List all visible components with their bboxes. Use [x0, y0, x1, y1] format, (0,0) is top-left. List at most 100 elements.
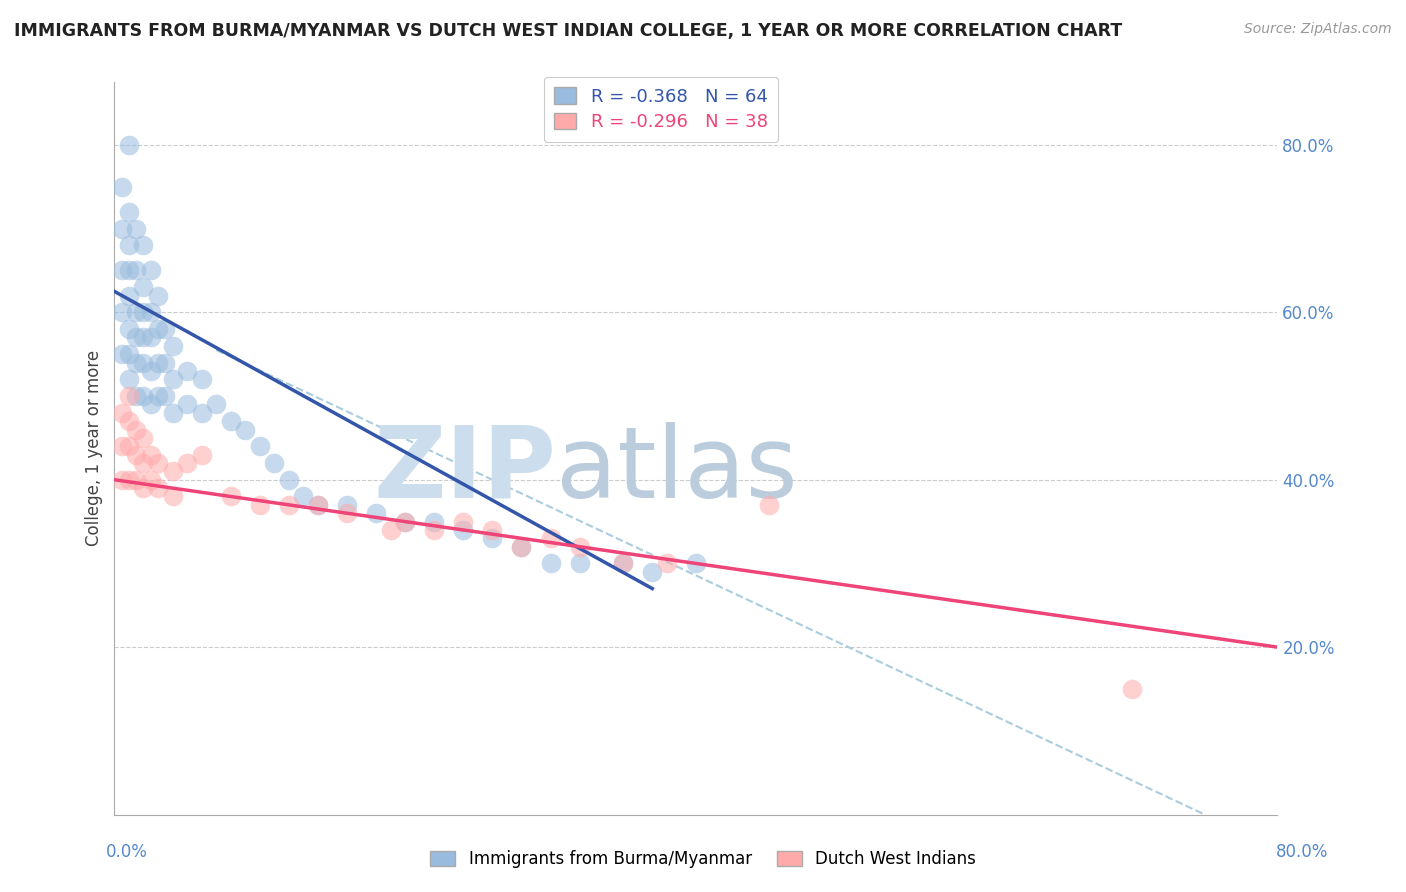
Point [364, 506, 387, 520]
Point [111, 179, 134, 194]
Point [423, 515, 446, 529]
Point [118, 372, 141, 386]
Point [111, 473, 134, 487]
Point [277, 498, 299, 512]
Point [612, 557, 634, 571]
Point [118, 137, 141, 152]
Point [336, 506, 359, 520]
Point [292, 490, 315, 504]
Text: IMMIGRANTS FROM BURMA/MYANMAR VS DUTCH WEST INDIAN COLLEGE, 1 YEAR OR MORE CORRE: IMMIGRANTS FROM BURMA/MYANMAR VS DUTCH W… [14, 22, 1122, 40]
Point [162, 406, 184, 420]
Point [132, 330, 155, 344]
Point [233, 423, 256, 437]
Point [146, 355, 169, 369]
Point [132, 431, 155, 445]
Point [162, 464, 184, 478]
Point [139, 330, 162, 344]
Point [118, 414, 141, 428]
Point [125, 355, 148, 369]
Point [132, 355, 155, 369]
Point [132, 280, 155, 294]
Point [568, 557, 591, 571]
Point [111, 263, 134, 277]
Point [146, 322, 169, 336]
Point [190, 406, 212, 420]
Point [118, 288, 141, 302]
Point [118, 347, 141, 361]
Text: Source: ZipAtlas.com: Source: ZipAtlas.com [1244, 22, 1392, 37]
Point [162, 372, 184, 386]
Point [249, 439, 271, 453]
Point [139, 473, 162, 487]
Point [685, 557, 707, 571]
Point [540, 532, 562, 546]
Point [125, 389, 148, 403]
Point [132, 305, 155, 319]
Point [758, 498, 780, 512]
Point [219, 414, 242, 428]
Point [125, 448, 148, 462]
Text: ZIP: ZIP [374, 422, 557, 519]
Legend: R = -0.368   N = 64, R = -0.296   N = 38: R = -0.368 N = 64, R = -0.296 N = 38 [544, 77, 779, 142]
Point [118, 238, 141, 252]
Point [277, 473, 299, 487]
Point [132, 481, 155, 495]
Point [176, 364, 198, 378]
Point [155, 355, 177, 369]
Point [205, 397, 228, 411]
Point [118, 439, 141, 453]
Point [155, 322, 177, 336]
Point [139, 364, 162, 378]
Point [132, 456, 155, 470]
Point [263, 456, 285, 470]
Point [641, 565, 664, 579]
Point [336, 498, 359, 512]
Legend: Immigrants from Burma/Myanmar, Dutch West Indians: Immigrants from Burma/Myanmar, Dutch Wes… [423, 844, 983, 875]
Point [190, 448, 212, 462]
Point [118, 205, 141, 219]
Point [139, 397, 162, 411]
Point [190, 372, 212, 386]
Point [453, 523, 475, 537]
Point [111, 347, 134, 361]
Point [125, 423, 148, 437]
Point [146, 389, 169, 403]
Point [111, 439, 134, 453]
Point [155, 389, 177, 403]
Point [176, 456, 198, 470]
Point [146, 456, 169, 470]
Point [125, 263, 148, 277]
Point [307, 498, 329, 512]
Point [125, 221, 148, 235]
Point [132, 238, 155, 252]
Point [612, 557, 634, 571]
Point [1121, 681, 1143, 696]
Point [118, 263, 141, 277]
Point [146, 481, 169, 495]
Point [111, 406, 134, 420]
Point [394, 515, 416, 529]
Point [394, 515, 416, 529]
Point [453, 515, 475, 529]
Point [118, 322, 141, 336]
Point [125, 473, 148, 487]
Point [139, 305, 162, 319]
Point [655, 557, 678, 571]
Point [118, 389, 141, 403]
Point [510, 540, 533, 554]
Point [139, 448, 162, 462]
Point [481, 532, 503, 546]
Point [111, 221, 134, 235]
Y-axis label: College, 1 year or more: College, 1 year or more [86, 351, 103, 547]
Point [111, 305, 134, 319]
Text: atlas: atlas [557, 422, 799, 519]
Point [118, 473, 141, 487]
Point [146, 288, 169, 302]
Point [139, 263, 162, 277]
Point [219, 490, 242, 504]
Point [540, 557, 562, 571]
Point [162, 490, 184, 504]
Point [249, 498, 271, 512]
Point [132, 389, 155, 403]
Point [568, 540, 591, 554]
